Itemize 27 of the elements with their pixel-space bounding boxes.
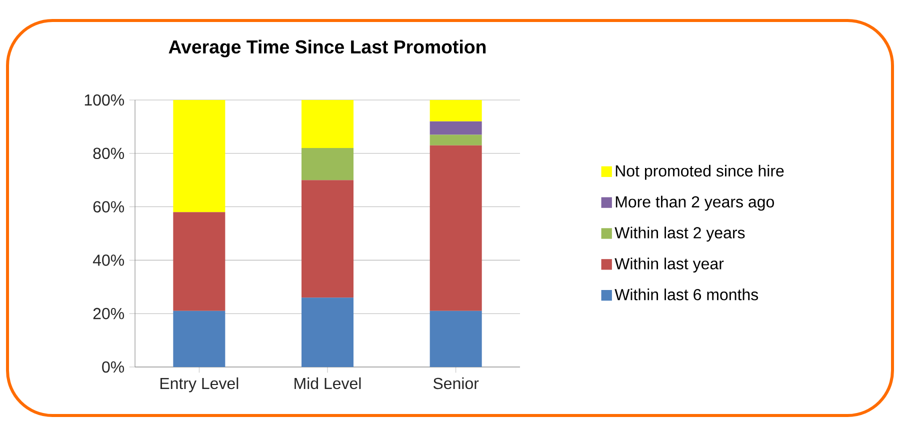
bar — [430, 310, 482, 367]
y-tick-label: 80% — [93, 148, 124, 160]
bar — [173, 310, 226, 367]
x-tick-label: Entry Level — [160, 377, 238, 392]
legend-label: Within last 6 months — [614, 288, 758, 300]
legend-label: Not promoted since hire — [616, 164, 784, 180]
y-tick-label: 20% — [93, 308, 124, 320]
bar — [430, 121, 482, 135]
bar — [430, 145, 482, 311]
x-tick-label: Senior — [433, 377, 479, 390]
bar — [302, 180, 354, 298]
chart-title: Average Time Since Last Promotion — [168, 40, 486, 58]
bar — [302, 100, 354, 148]
bar — [173, 100, 226, 212]
bar — [430, 100, 482, 122]
legend-label: Within last 2 years — [614, 226, 745, 242]
bar — [173, 212, 226, 311]
legend-label: More than 2 years ago — [616, 196, 774, 211]
y-tick-label: 60% — [93, 201, 124, 212]
legend-label: Within last year — [614, 258, 724, 273]
y-tick-label: 0% — [102, 361, 124, 373]
bar — [430, 134, 482, 146]
y-tick-label: 100% — [84, 94, 124, 106]
x-tick-label: Mid Level — [294, 377, 361, 390]
bar — [302, 148, 354, 180]
y-tick-label: 40% — [92, 254, 124, 266]
bar — [302, 298, 354, 367]
